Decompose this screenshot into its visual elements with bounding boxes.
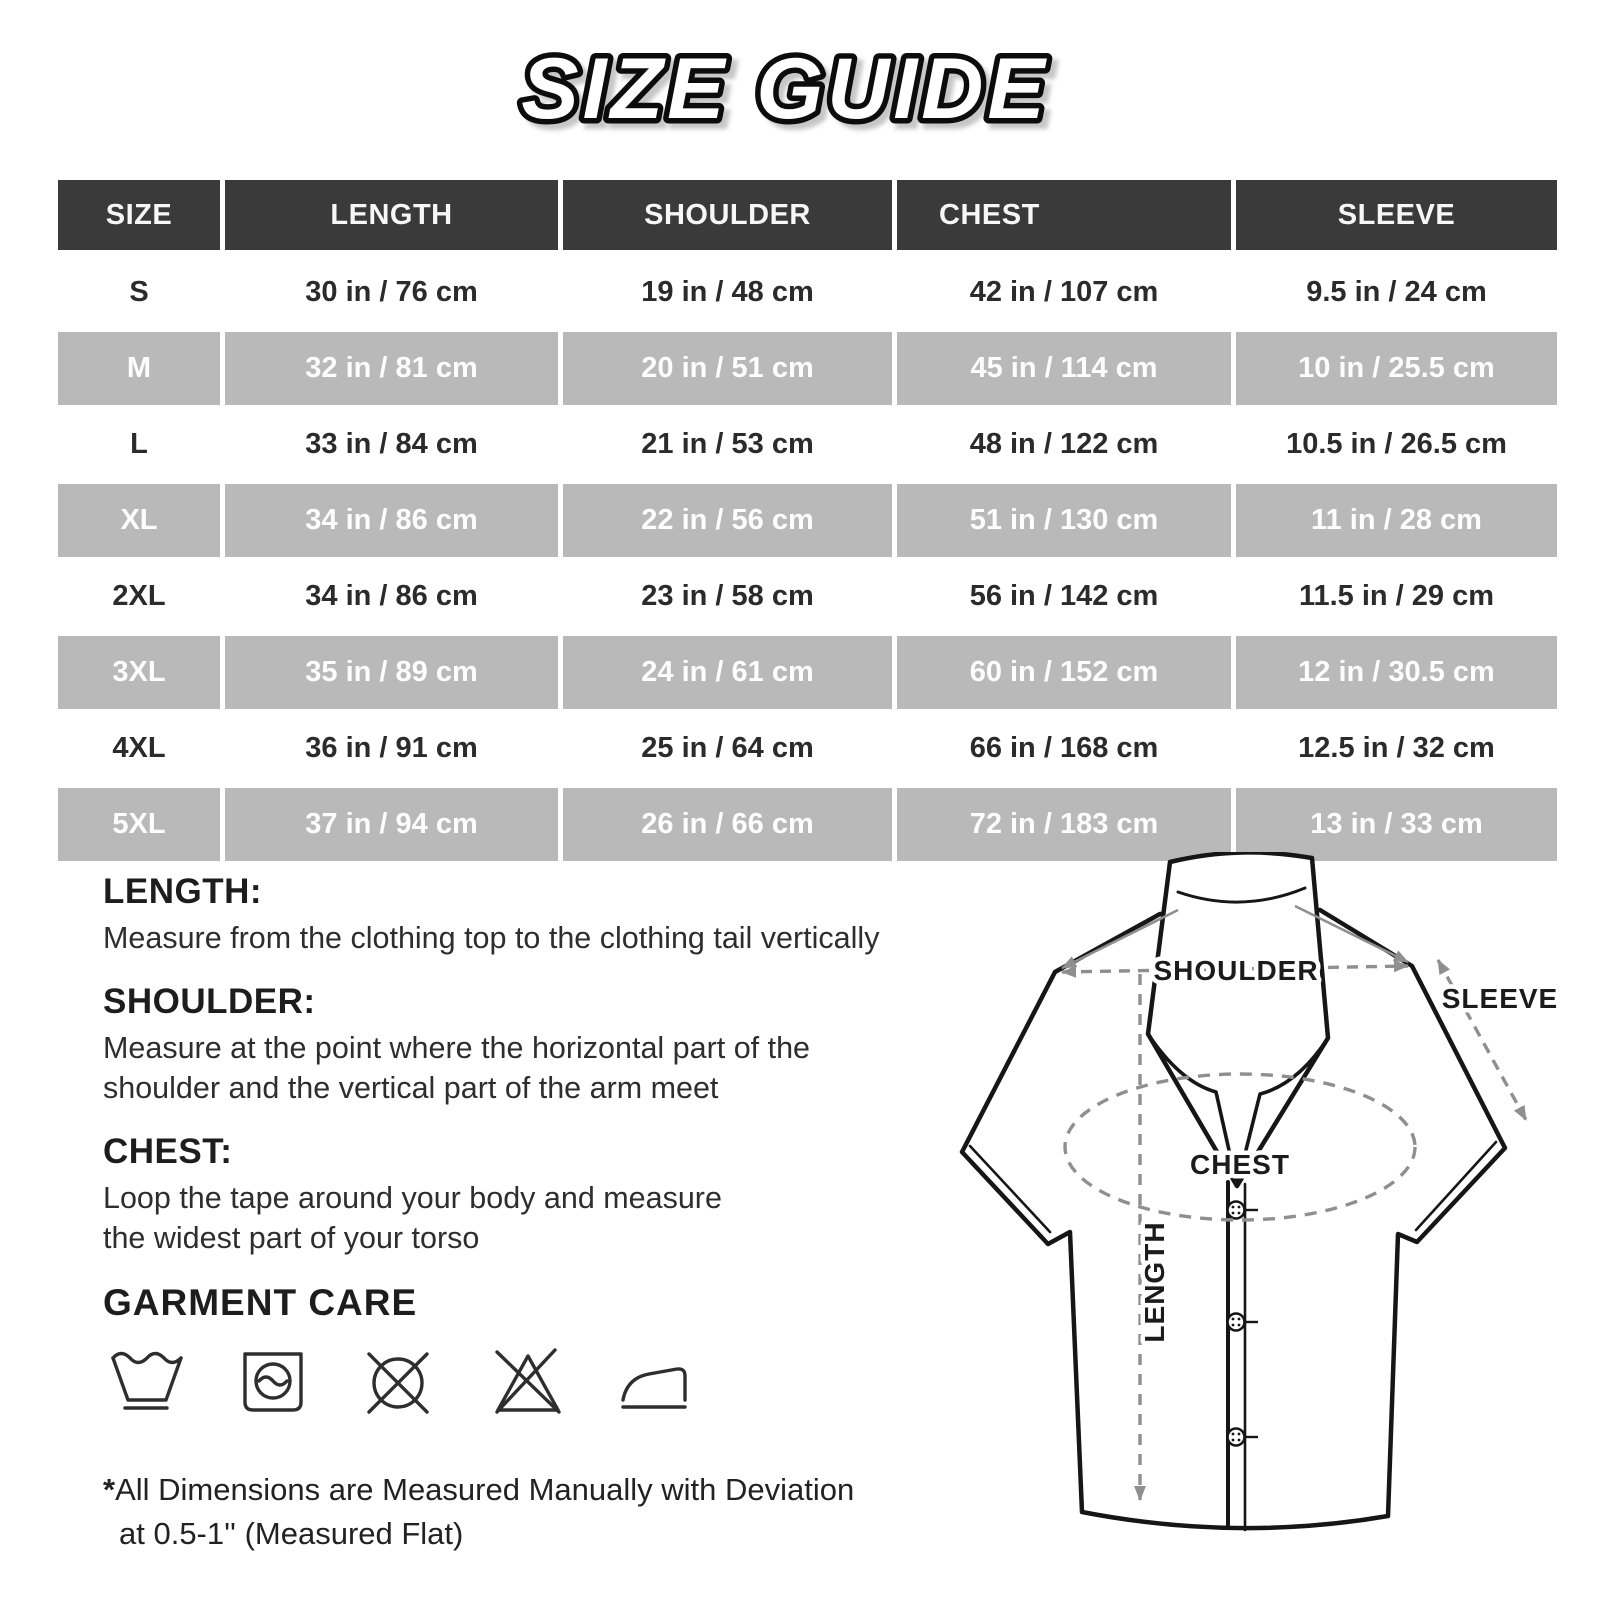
length-section-text: Measure from the clothing top to the clo… [103,921,880,955]
table-cell: 24 in / 61 cm [563,636,892,709]
table-cell: 42 in / 107 cm [969,276,1159,308]
asterisk: * [103,1472,116,1507]
button-icon [1226,1200,1258,1220]
text-line: Loop the tape around your body and measu… [103,1181,722,1215]
disclaimer-line-1: *All Dimensions are Measured Manually wi… [103,1468,1043,1512]
title-art: SIZE GUIDE SIZE GUIDE [516,36,1056,149]
col-header-shoulder: SHOULDER [563,180,892,250]
text-line: shoulder and the vertical part of the ar… [103,1071,719,1105]
table-cell: 13 in / 33 cm [1236,788,1557,861]
table-cell: 36 in / 91 cm [305,732,478,764]
measurement-instructions: LENGTH: Measure from the clothing top to… [103,872,1043,1556]
table-cell: 23 in / 58 cm [641,580,814,612]
table-cell: 51 in / 130 cm [897,484,1231,557]
button-icon [1226,1312,1258,1332]
title-text: SIZE GUIDE [521,41,1048,137]
iron-icon [621,1367,687,1409]
chest-section-text: Loop the tape around your body and measu… [103,1178,1043,1258]
button-icon [1226,1427,1258,1447]
table-cell: 22 in / 56 cm [563,484,892,557]
length-diagram-label: LENGTH [1139,1221,1170,1342]
table-cell: 66 in / 168 cm [969,732,1159,764]
shoulder-diagram-label: SHOULDER [1153,955,1318,986]
table-cell: 30 in / 76 cm [305,276,478,308]
table-cell: 60 in / 152 cm [897,636,1231,709]
table-cell: 19 in / 48 cm [641,276,814,308]
text-line: Measure at the point where the horizonta… [103,1031,811,1065]
text-line: All Dimensions are Measured Manually wit… [115,1472,855,1507]
table-cell: 45 in / 114 cm [897,332,1231,405]
table-row-size: M [58,332,220,405]
length-section-heading: LENGTH: [103,872,263,911]
do-not-dry-clean-icon [367,1352,429,1414]
table-cell: 26 in / 66 cm [563,788,892,861]
shoulder-section-text: Measure at the point where the horizonta… [103,1028,1043,1108]
tumble-dry-icon [243,1352,303,1412]
page-title: SIZE GUIDE SIZE GUIDE [285,28,1285,168]
col-header-chest: CHEST [897,180,1231,250]
shoulder-measure-line [1061,960,1409,978]
size-table: SIZE LENGTH SHOULDER CHEST SLEEVE S 30 i… [58,180,1557,861]
table-cell: 72 in / 183 cm [897,788,1231,861]
table-row-size: 5XL [58,788,220,861]
shirt-measurement-diagram: SHOULDER SLEEVE CHEST LENGTH [920,850,1565,1552]
table-cell: 11.5 in / 29 cm [1298,580,1495,612]
disclaimer-line-2: at 0.5-1'' (Measured Flat) [119,1516,464,1551]
table-cell: 10.5 in / 26.5 cm [1286,428,1507,460]
chest-measure-ellipse [1063,1072,1417,1222]
garment-care-icons [103,1338,1043,1422]
table-row-size: S [129,276,149,308]
table-cell: 35 in / 89 cm [225,636,558,709]
shirt-buttons [1226,1200,1258,1447]
text-line: the widest part of your torso [103,1221,480,1255]
table-row-size: L [130,428,148,460]
table-cell: 33 in / 84 cm [305,428,478,460]
table-cell: 12 in / 30.5 cm [1236,636,1557,709]
table-cell: 37 in / 94 cm [225,788,558,861]
table-cell: 32 in / 81 cm [225,332,558,405]
table-row-size: XL [58,484,220,557]
title-shadow: SIZE GUIDE [527,47,1054,143]
chest-section-heading: CHEST: [103,1132,233,1171]
table-cell: 56 in / 142 cm [969,580,1159,612]
col-header-size: SIZE [58,180,220,250]
measurement-disclaimer: *All Dimensions are Measured Manually wi… [103,1468,1043,1556]
table-cell: 20 in / 51 cm [563,332,892,405]
table-cell: 48 in / 122 cm [969,428,1159,460]
table-cell: 10 in / 25.5 cm [1236,332,1557,405]
garment-care-heading: GARMENT CARE [103,1282,418,1323]
do-not-bleach-icon [495,1348,561,1414]
table-row-size: 3XL [58,636,220,709]
shoulder-section-heading: SHOULDER: [103,982,316,1021]
col-header-length: LENGTH [225,180,558,250]
table-cell: 21 in / 53 cm [641,428,814,460]
col-header-sleeve: SLEEVE [1236,180,1557,250]
sleeve-diagram-label: SLEEVE [1442,983,1558,1014]
table-cell: 12.5 in / 32 cm [1298,732,1495,764]
table-row-size: 4XL [112,732,166,764]
table-cell: 34 in / 86 cm [225,484,558,557]
chest-diagram-label: CHEST [1190,1149,1290,1180]
sleeve-measure-line [1436,959,1528,1121]
table-row-size: 2XL [112,580,166,612]
table-cell: 9.5 in / 24 cm [1306,276,1487,308]
shirt-diagram-art: SHOULDER SLEEVE CHEST LENGTH [959,850,1562,1532]
table-cell: 25 in / 64 cm [641,732,814,764]
table-cell: 34 in / 86 cm [305,580,478,612]
measurement-lines [1061,904,1528,1501]
wash-tub-icon [111,1351,183,1410]
table-cell: 11 in / 28 cm [1236,484,1557,557]
